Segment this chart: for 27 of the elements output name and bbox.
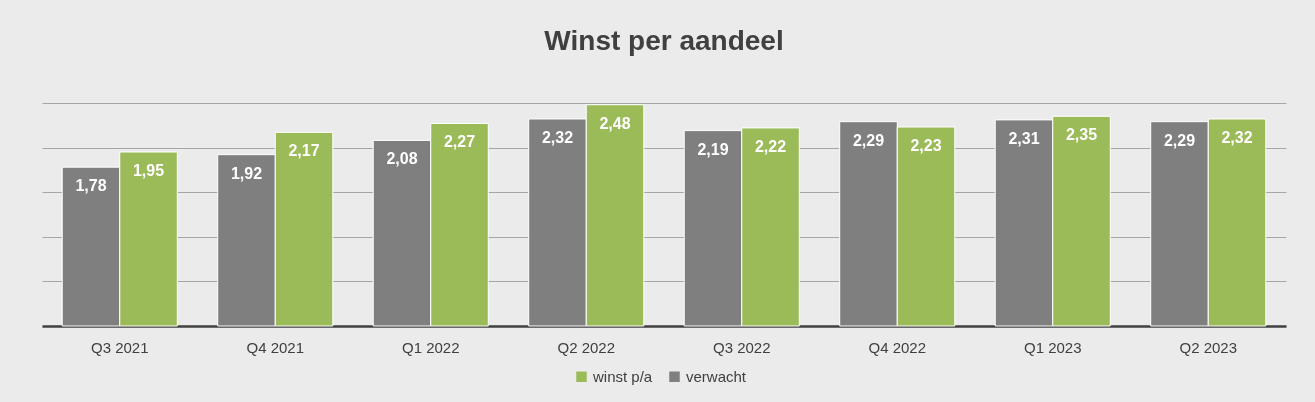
x-tick-label: Q2 2023 xyxy=(1179,338,1238,356)
data-label: 2,48 xyxy=(599,114,631,132)
data-label: 2,31 xyxy=(1008,129,1040,147)
x-tick-label: Q1 2023 xyxy=(1023,338,1082,356)
x-tick-label: Q3 2022 xyxy=(712,338,771,356)
data-label: 2,23 xyxy=(910,137,942,155)
data-label: 2,08 xyxy=(386,150,418,168)
data-label: 1,78 xyxy=(75,177,107,195)
data-label: 2,32 xyxy=(541,128,574,146)
data-label: 2,29 xyxy=(1163,131,1196,149)
legend-label: verwacht xyxy=(686,367,747,385)
data-label: 2,35 xyxy=(1065,126,1098,144)
chart-title: Winst per aandeel xyxy=(544,25,784,56)
x-tick-label: Q4 2021 xyxy=(246,338,305,356)
data-label: 2,29 xyxy=(852,131,885,149)
x-tick-label: Q4 2022 xyxy=(868,338,927,356)
data-label: 1,95 xyxy=(132,162,165,179)
data-label: 2,27 xyxy=(443,133,476,151)
data-label: 2,22 xyxy=(754,137,787,155)
x-tick-label: Q3 2021 xyxy=(90,338,149,356)
data-label: 2,17 xyxy=(288,142,320,160)
legend-label: winst p/a xyxy=(592,367,653,385)
data-label: 2,32 xyxy=(1221,128,1253,146)
x-tick-label: Q2 2022 xyxy=(557,338,616,356)
data-label: 1,92 xyxy=(230,164,263,182)
x-tick-label: Q1 2022 xyxy=(401,338,460,356)
data-label: 2,19 xyxy=(697,140,729,158)
